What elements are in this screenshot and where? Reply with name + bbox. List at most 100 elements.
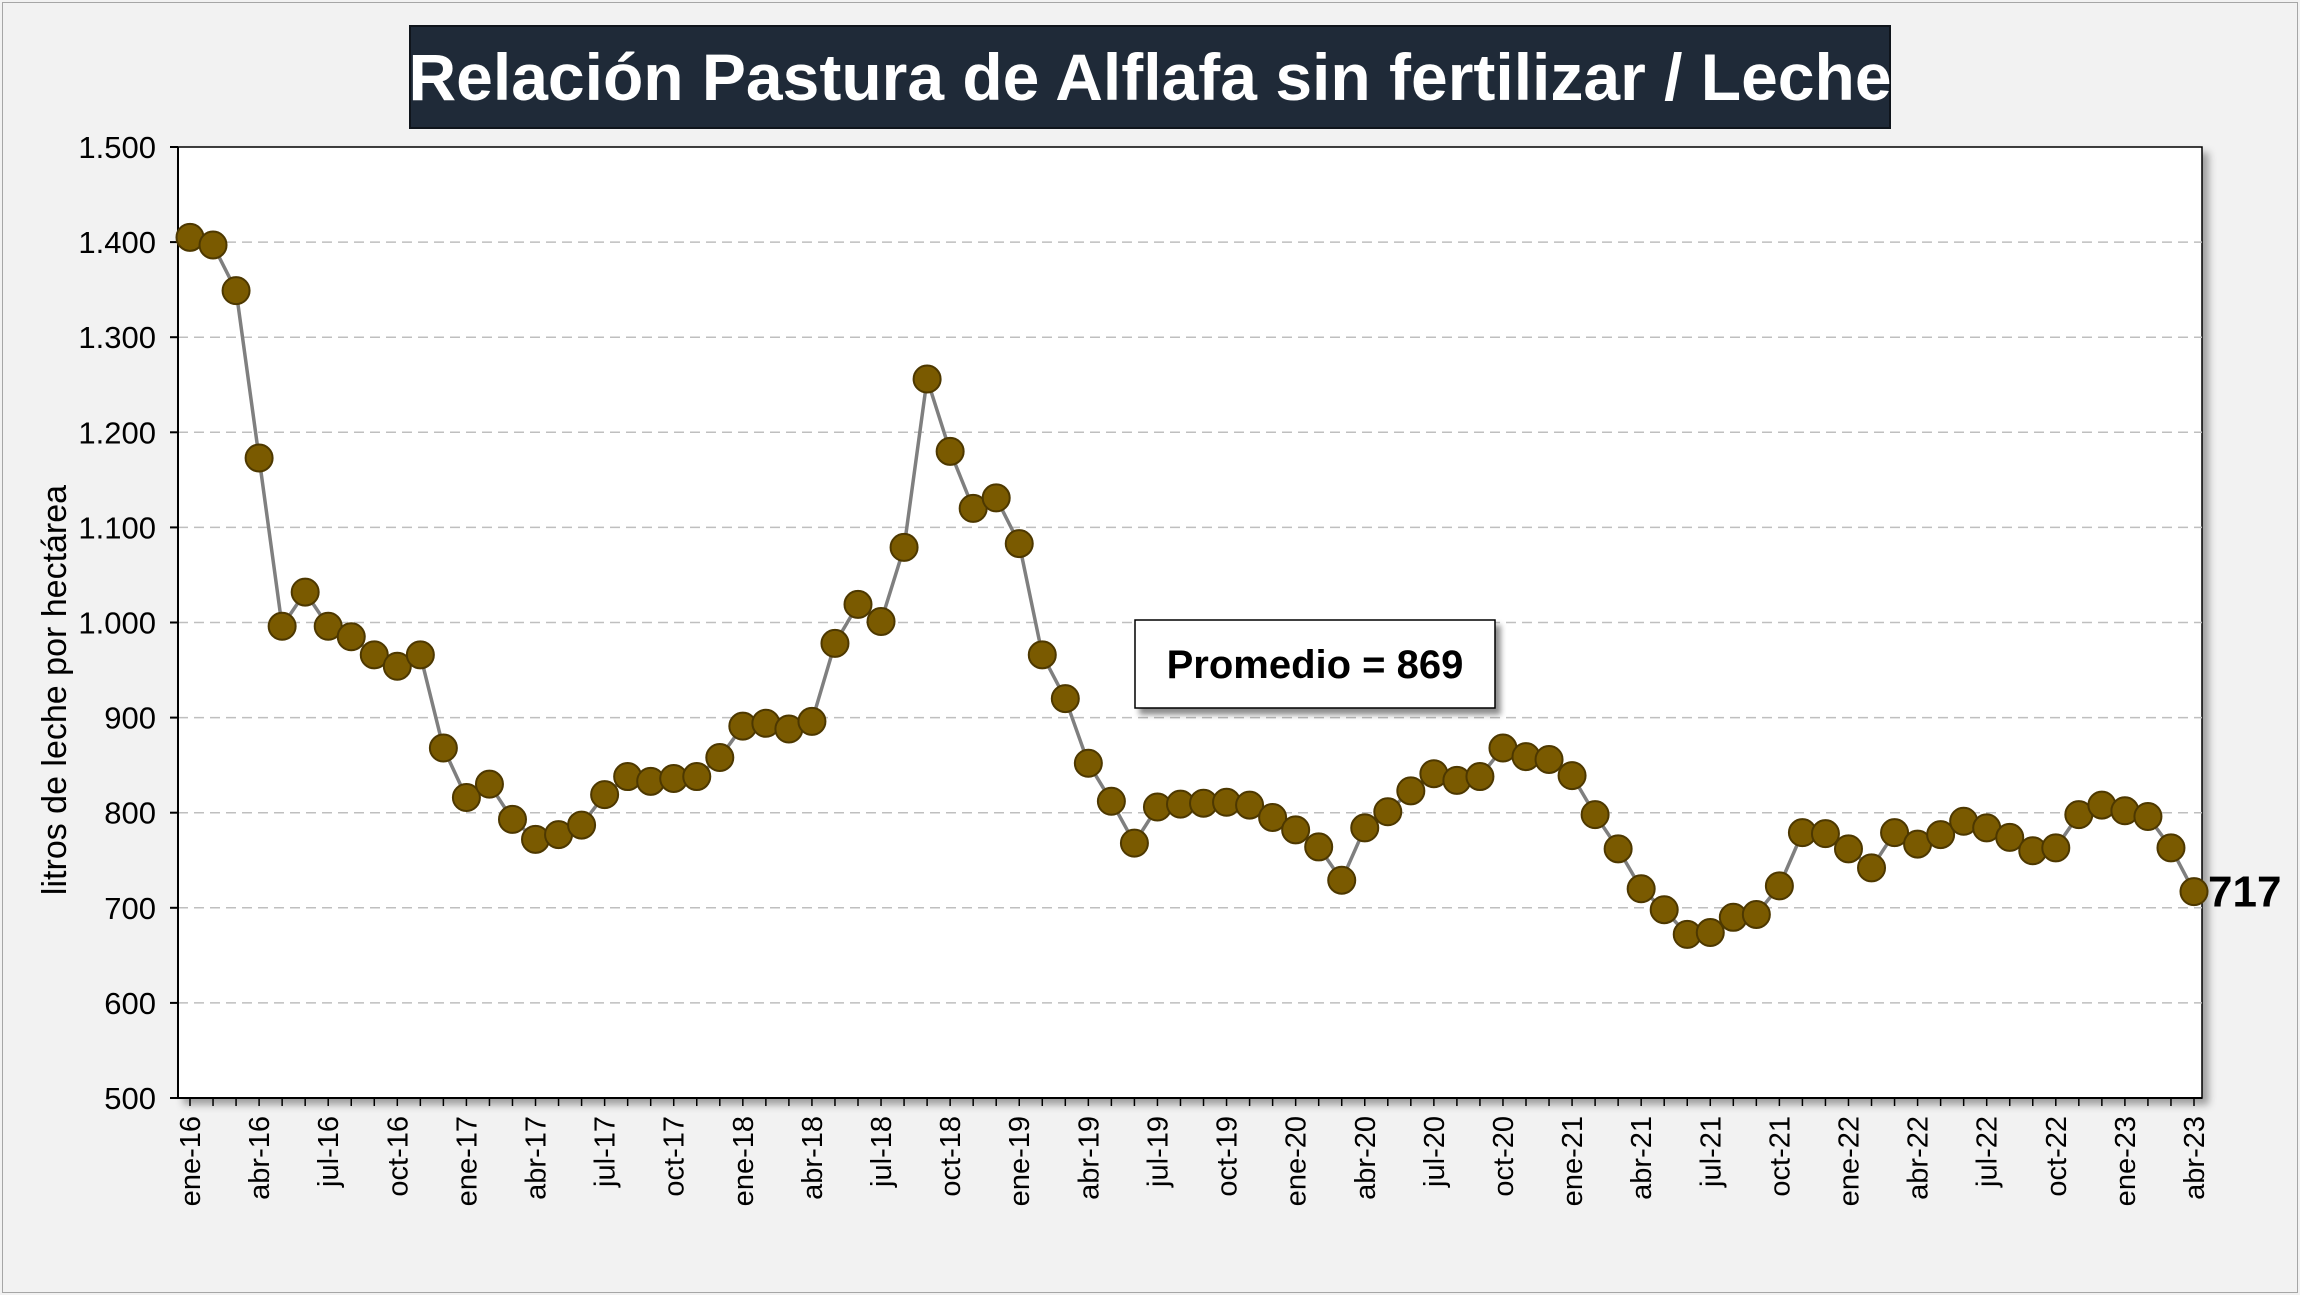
data-point: [1096, 786, 1126, 816]
data-point: [221, 276, 251, 306]
data-point: [1695, 918, 1725, 948]
data-point: [451, 782, 481, 812]
x-tick-label: jul-18: [866, 1116, 898, 1188]
x-tick-label: ene-16: [175, 1116, 207, 1206]
last-value-label: 717: [2208, 868, 2281, 917]
y-tick-label: 1.100: [78, 510, 156, 545]
y-tick-label: 1.500: [78, 130, 156, 165]
x-tick-label: oct-17: [659, 1116, 691, 1197]
data-point: [1857, 853, 1887, 883]
x-tick-label: oct-19: [1212, 1116, 1244, 1197]
x-tick-label: oct-18: [935, 1116, 967, 1197]
data-points: [175, 222, 2209, 949]
x-tick-label: jul-16: [313, 1116, 345, 1188]
x-tick-label: jul-17: [590, 1116, 622, 1188]
data-point: [1235, 790, 1265, 820]
data-point: [405, 640, 435, 670]
x-tick-label: abr-18: [797, 1116, 829, 1200]
data-point: [797, 706, 827, 736]
data-point: [1350, 813, 1380, 843]
data-point: [1465, 762, 1495, 792]
y-tick-label: 600: [104, 986, 156, 1021]
x-tick-label: jul-21: [1695, 1116, 1727, 1188]
y-axis-title: litros de leche por hectárea: [36, 485, 74, 895]
data-point: [2156, 833, 2186, 863]
data-point: [1580, 800, 1610, 830]
x-tick-label: abr-19: [1073, 1116, 1105, 1200]
data-point: [2133, 802, 2163, 832]
y-tick-label: 1.400: [78, 225, 156, 260]
average-label: Promedio = 869: [1167, 643, 1464, 687]
x-tick-label: jul-19: [1142, 1116, 1174, 1188]
x-tick-label: ene-17: [451, 1116, 483, 1206]
data-point: [820, 628, 850, 658]
data-point: [1050, 684, 1080, 714]
y-tick-label: 800: [104, 796, 156, 831]
data-point: [267, 611, 297, 641]
data-point: [1995, 822, 2025, 852]
y-tick-label: 900: [104, 701, 156, 736]
data-point: [359, 640, 389, 670]
data-point: [843, 589, 873, 619]
data-point: [290, 577, 320, 607]
data-point: [1741, 899, 1771, 929]
x-tick-label: oct-22: [2041, 1116, 2073, 1197]
data-point: [1004, 529, 1034, 559]
data-point: [1603, 834, 1633, 864]
x-tick-label: ene-18: [728, 1116, 760, 1206]
y-axis-ticks: 500 600 700 800 900 1.000 1.100 1.200 1.300 1.400…: [78, 130, 178, 1116]
data-point: [1926, 820, 1956, 850]
data-point: [705, 743, 735, 773]
y-tick-label: 1.200: [78, 415, 156, 450]
x-tick-label: jul-22: [1972, 1116, 2004, 1188]
data-point: [912, 364, 942, 394]
x-tick-label: ene-21: [1557, 1116, 1589, 1206]
data-point: [981, 483, 1011, 513]
x-tick-label: abr-22: [1903, 1116, 1935, 1200]
x-tick-label: oct-16: [382, 1116, 414, 1197]
data-point: [590, 780, 620, 810]
y-tick-label: 700: [104, 891, 156, 926]
x-tick-label: oct-21: [1764, 1116, 1796, 1197]
x-tick-label: abr-23: [2179, 1116, 2211, 1200]
data-point: [1810, 819, 1840, 849]
data-point: [1649, 895, 1679, 925]
data-point: [1833, 834, 1863, 864]
data-point: [866, 607, 896, 637]
x-tick-label: ene-23: [2110, 1116, 2142, 1206]
data-point: [1396, 776, 1426, 806]
data-point: [198, 230, 228, 260]
data-point: [336, 622, 366, 652]
data-point: [474, 769, 504, 799]
data-point: [1557, 761, 1587, 791]
x-tick-label: abr-16: [244, 1116, 276, 1200]
data-point: [889, 532, 919, 562]
data-point: [682, 762, 712, 792]
data-point: [2179, 877, 2209, 907]
data-point: [1880, 818, 1910, 848]
data-point: [244, 443, 274, 473]
x-tick-label: oct-20: [1488, 1116, 1520, 1197]
data-point: [1764, 871, 1794, 901]
data-point: [1119, 828, 1149, 858]
x-axis-ticks: ene-16 abr-16 jul-16 oct-16 ene-17 abr-17 jul-…: [175, 1098, 2211, 1206]
y-tick-label: 1.300: [78, 320, 156, 355]
data-point: [567, 810, 597, 840]
x-tick-label: ene-19: [1004, 1116, 1036, 1206]
data-point: [382, 651, 412, 681]
data-point: [2041, 833, 2071, 863]
y-tick-label: 500: [104, 1081, 156, 1116]
data-point: [1327, 865, 1357, 895]
data-point: [1281, 815, 1311, 845]
data-point: [1258, 802, 1288, 832]
data-point: [1027, 640, 1057, 670]
chart-title: Relación Pastura de Alflafa sin fertiliz…: [408, 25, 1892, 129]
data-point: [1073, 748, 1103, 778]
x-tick-label: abr-20: [1350, 1116, 1382, 1200]
y-tick-label: 1.000: [78, 606, 156, 641]
average-callout: Promedio = 869: [1134, 619, 1496, 709]
data-point: [935, 436, 965, 466]
data-point: [428, 733, 458, 763]
x-tick-label: ene-22: [1833, 1116, 1865, 1206]
